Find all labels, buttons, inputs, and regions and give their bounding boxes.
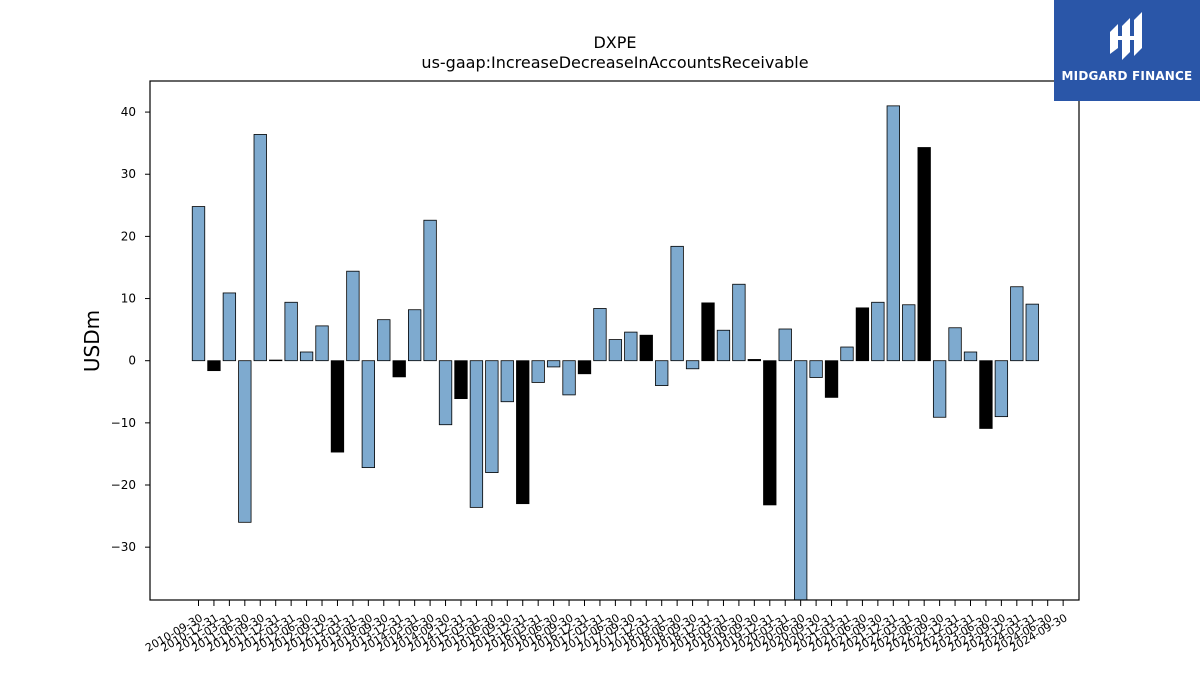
bar-2022-06-30 (917, 147, 931, 362)
bar-2021-03-31 (840, 346, 854, 362)
logo-name: MIDGARD FINANCE (1061, 69, 1193, 83)
bar-2017-12-31 (639, 334, 653, 362)
bar-2023-03-31 (963, 351, 978, 362)
logo-mark-icon (1110, 12, 1142, 60)
bar-2013-12-31 (392, 360, 406, 378)
bar-2016-12-31 (577, 360, 592, 375)
y-tick-label: 20 (121, 229, 136, 243)
bar-2019-03-31 (716, 329, 731, 362)
bar-2019-12-31 (763, 360, 777, 506)
chart-title: DXPE (593, 33, 636, 52)
bar-2013-03-31 (346, 270, 360, 362)
bar-2016-09-30 (562, 360, 576, 396)
y-tick-label: 10 (121, 292, 136, 306)
brand-logo: MIDGARD FINANCE (1054, 0, 1200, 101)
bar-2014-03-31 (408, 309, 422, 362)
y-tick-label: −30 (111, 540, 136, 554)
bar-2018-06-30 (670, 245, 684, 362)
bar-2017-09-30 (624, 331, 638, 362)
bar-2012-03-31 (284, 301, 298, 362)
bars-group (191, 105, 1039, 601)
y-tick-label: −10 (111, 416, 136, 430)
bar-2020-09-30 (809, 360, 823, 378)
bar-2014-06-30 (423, 219, 437, 362)
y-tick-label: 0 (128, 354, 136, 368)
plot-frame (149, 80, 1080, 601)
bar-2012-12-31 (330, 360, 345, 453)
bar-2015-09-30 (500, 360, 514, 403)
bar-2011-09-30 (253, 134, 267, 362)
bar-2015-06-30 (485, 360, 499, 473)
y-tick-label: 40 (121, 105, 136, 119)
y-axis: −30 −20 −10 0 10 20 30 40 (111, 105, 150, 554)
bar-2010-12-31 (207, 360, 221, 372)
bar-2023-09-30 (994, 360, 1009, 418)
bar-2024-03-31 (1025, 303, 1039, 362)
y-axis-label: USDm (80, 310, 104, 372)
y-tick-label: 30 (121, 167, 136, 181)
bar-2016-03-31 (531, 360, 545, 383)
bar-2015-03-31 (469, 360, 484, 508)
bar-2010-09-30 (191, 206, 206, 362)
bar-2021-06-30 (855, 307, 870, 362)
bar-2013-09-30 (377, 319, 391, 362)
bar-2016-06-30 (546, 360, 561, 368)
bar-2018-03-31 (655, 360, 669, 386)
bar-2023-12-31 (1010, 286, 1024, 362)
bar-2023-06-30 (979, 360, 993, 429)
bar-2011-12-31 (269, 359, 283, 362)
bar-2019-09-30 (747, 359, 761, 362)
y-tick-label: −20 (111, 478, 136, 492)
bar-2014-12-31 (454, 360, 468, 400)
bar-2018-09-30 (685, 360, 700, 370)
bar-2022-03-31 (902, 304, 916, 362)
bar-2021-12-31 (886, 105, 900, 362)
bar-2018-12-31 (701, 302, 715, 362)
bar-2022-12-31 (948, 327, 962, 362)
bar-2015-12-31 (516, 360, 530, 505)
bar-2012-06-30 (299, 351, 314, 362)
bar-2012-09-30 (315, 325, 329, 362)
bar-2019-06-30 (732, 283, 746, 362)
x-axis: 2010-09-302010-12-312011-03-312011-06-30… (143, 600, 1070, 655)
bar-2014-09-30 (438, 360, 453, 426)
bar-2021-09-30 (871, 301, 885, 362)
chart-subtitle: us-gaap:IncreaseDecreaseInAccountsReceiv… (421, 53, 808, 72)
bar-2011-06-30 (238, 360, 252, 523)
bar-2013-06-30 (361, 360, 375, 469)
bar-2011-03-31 (222, 292, 237, 362)
bar-2020-03-31 (778, 328, 792, 362)
bar-2020-06-30 (794, 360, 808, 601)
bar-2022-09-30 (932, 360, 947, 418)
bar-2017-03-31 (593, 308, 607, 362)
bar-2020-12-31 (824, 360, 839, 398)
bar-2017-06-30 (608, 339, 623, 362)
